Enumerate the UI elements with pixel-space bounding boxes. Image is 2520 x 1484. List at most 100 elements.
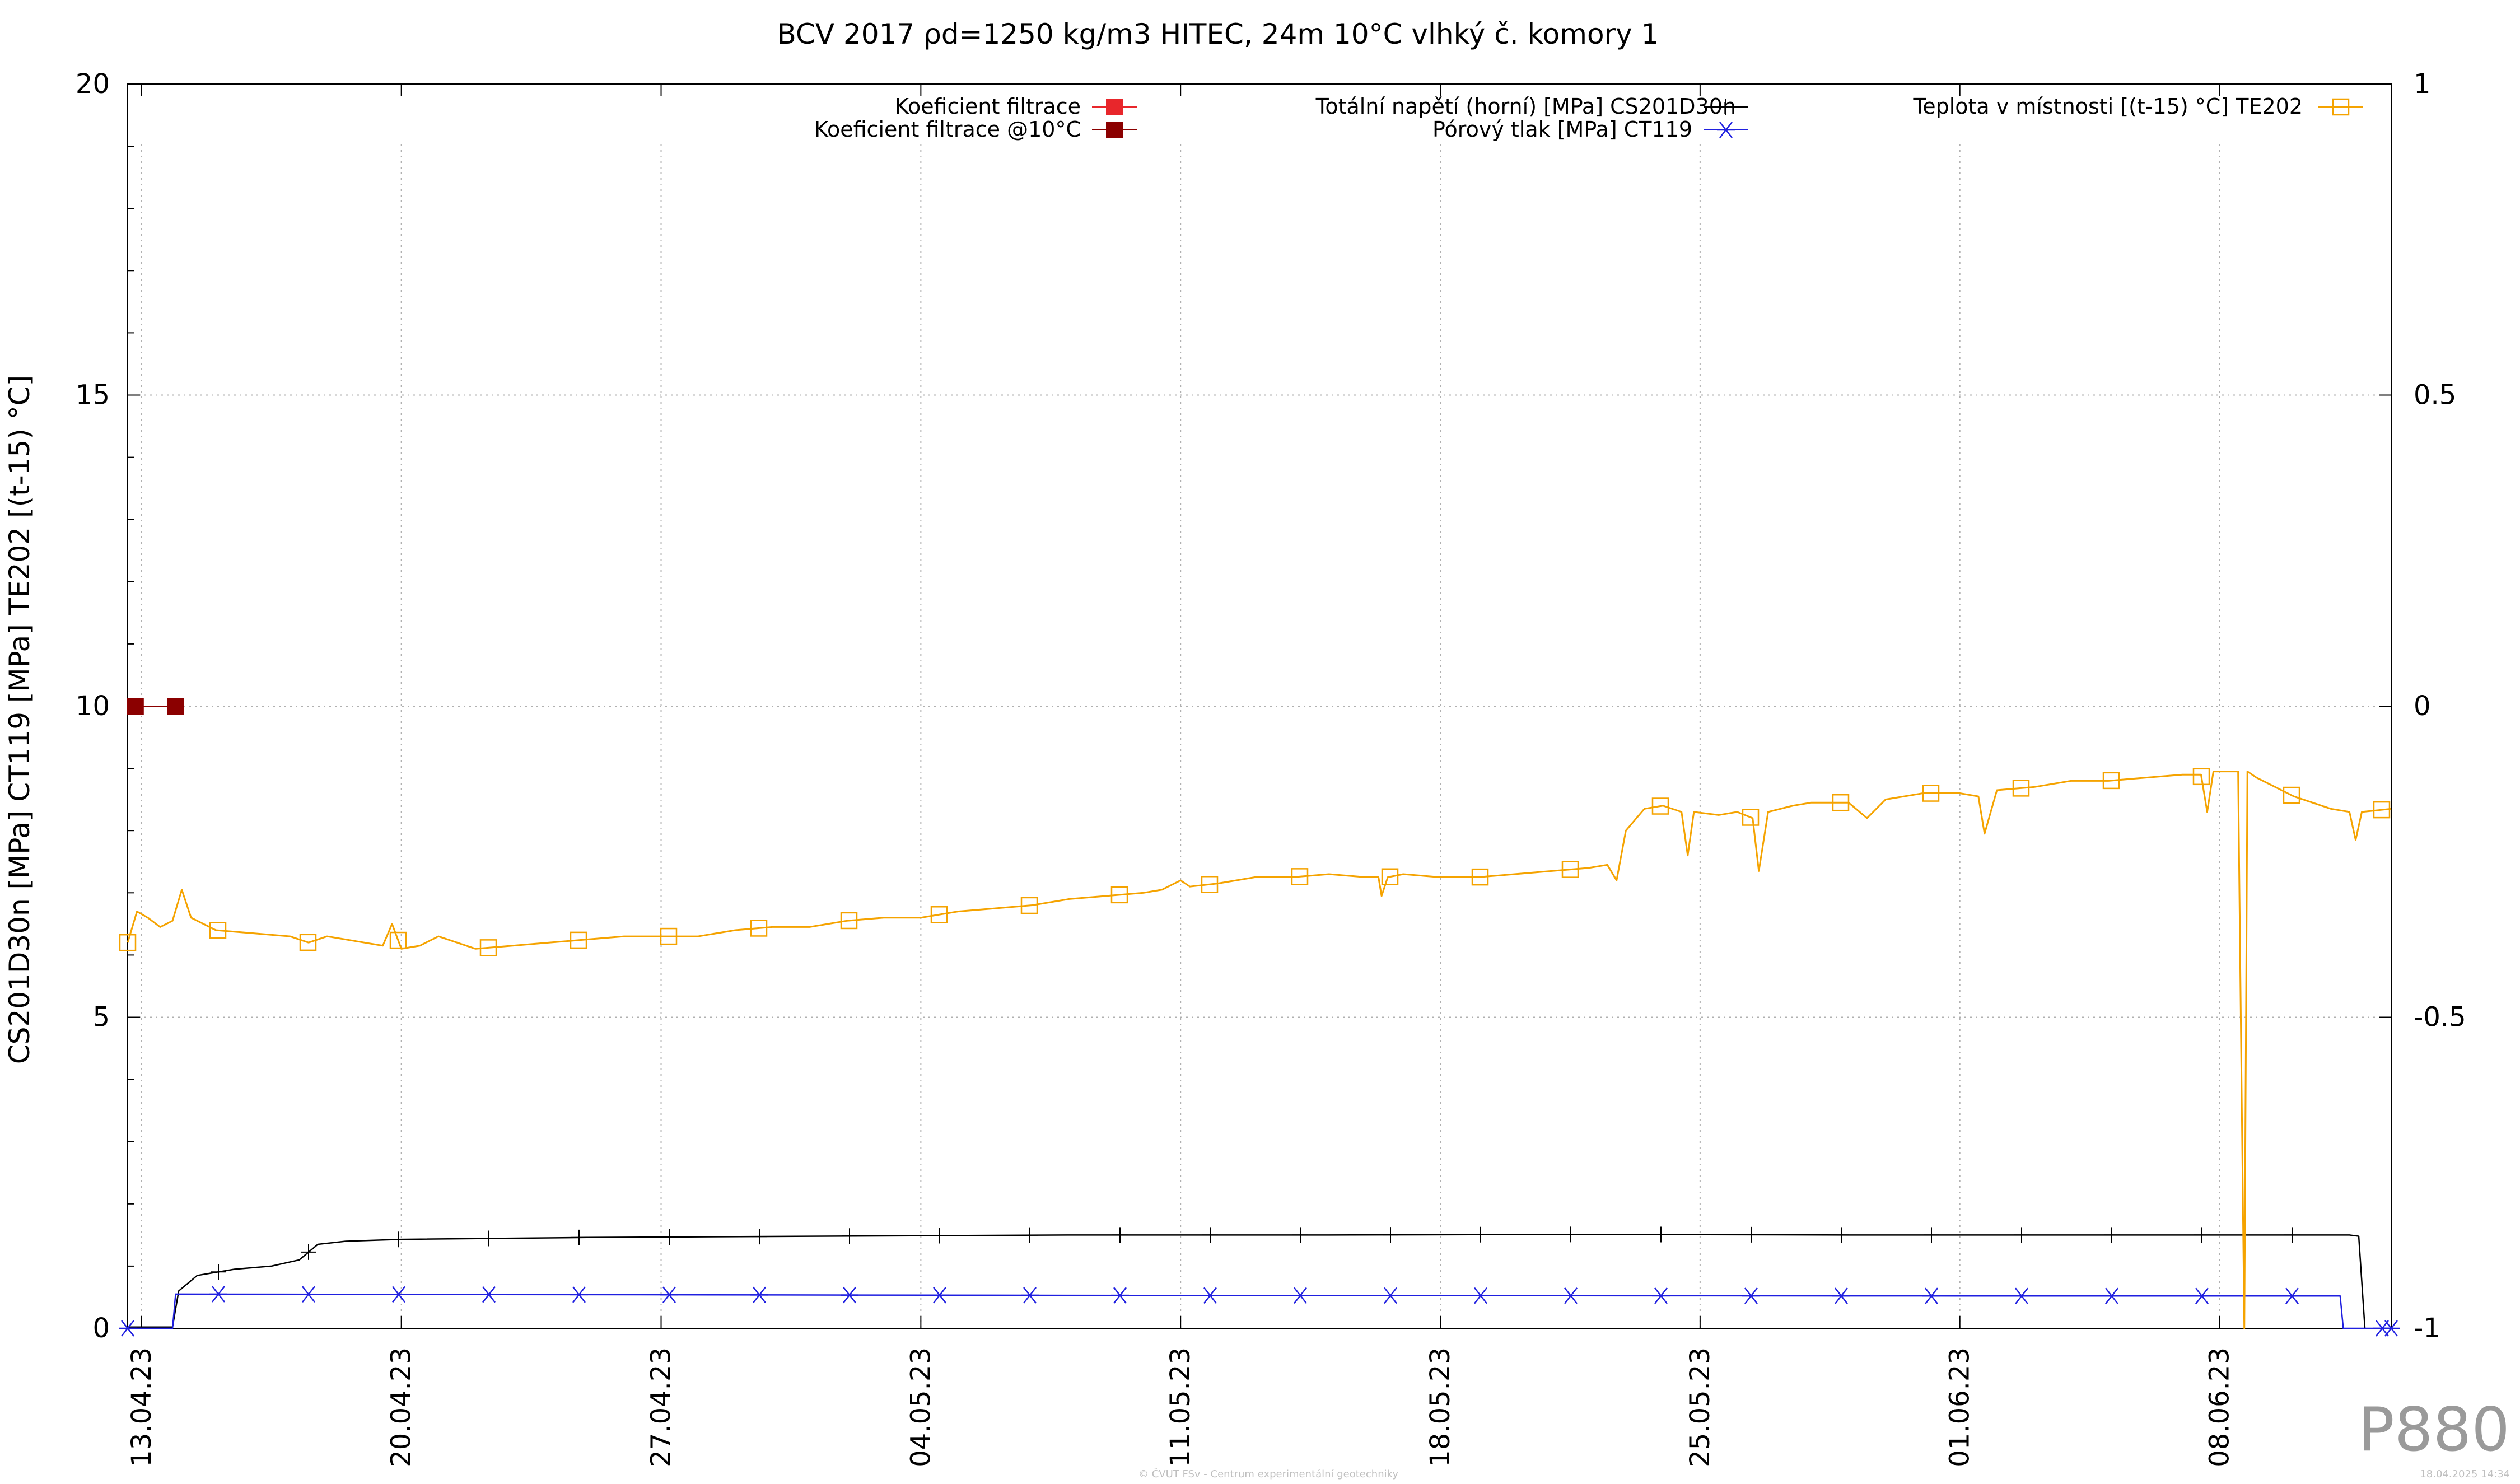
data-marker bbox=[840, 912, 858, 930]
data-marker bbox=[750, 1286, 768, 1304]
data-marker bbox=[1022, 1227, 1038, 1243]
data-marker bbox=[1291, 868, 1309, 885]
footer-copyright: © ČVUT FSv - Centrum experimentální geot… bbox=[1138, 1468, 1398, 1480]
data-marker bbox=[300, 1286, 318, 1303]
data-marker bbox=[1292, 1227, 1308, 1243]
data-marker bbox=[1742, 1287, 1760, 1304]
y-tick-label: 10 bbox=[76, 690, 110, 722]
data-marker bbox=[1383, 1227, 1398, 1243]
data-marker bbox=[389, 931, 407, 949]
y2-tick-label: 1 bbox=[2414, 68, 2431, 100]
data-marker bbox=[2382, 1320, 2400, 1337]
data-marker bbox=[301, 1244, 316, 1260]
data-marker bbox=[1832, 794, 1850, 811]
data-marker bbox=[1473, 1226, 1488, 1243]
data-marker bbox=[931, 1287, 949, 1304]
data-marker bbox=[2104, 1227, 2120, 1243]
y2-tick-label: -0.5 bbox=[2414, 1002, 2466, 1033]
data-marker bbox=[570, 931, 587, 949]
data-marker bbox=[299, 934, 317, 951]
data-point bbox=[167, 698, 184, 715]
grid bbox=[128, 144, 2391, 1328]
footer-timestamp: 18.04.2025 14:34 bbox=[2420, 1468, 2510, 1480]
data-marker bbox=[2102, 772, 2120, 790]
data-marker bbox=[390, 1286, 408, 1303]
data-marker bbox=[930, 906, 948, 923]
data-marker bbox=[1382, 1287, 1399, 1304]
data-marker bbox=[1743, 1226, 1759, 1243]
series-2 bbox=[128, 1226, 2366, 1329]
y-tick-label: 0 bbox=[92, 1313, 110, 1344]
data-marker bbox=[1020, 897, 1038, 914]
x-tick-label: 13.04.23 bbox=[126, 1347, 157, 1467]
watermark-label: P880 bbox=[2358, 1395, 2510, 1465]
data-marker bbox=[571, 1229, 587, 1245]
data-marker bbox=[570, 1286, 588, 1303]
series-layer bbox=[119, 698, 2400, 1337]
y2-tick-label: -1 bbox=[2414, 1313, 2440, 1344]
data-marker bbox=[1651, 797, 1669, 815]
data-marker bbox=[1833, 1227, 1849, 1243]
data-marker bbox=[2103, 1287, 2121, 1305]
data-marker bbox=[2192, 768, 2210, 786]
x-tick-label: 25.05.23 bbox=[1684, 1347, 1716, 1467]
data-marker bbox=[1471, 868, 1489, 886]
data-marker bbox=[1922, 1287, 1940, 1304]
y2-tick-label: 0.5 bbox=[2414, 380, 2456, 411]
data-marker bbox=[1201, 876, 1219, 893]
data-marker bbox=[209, 1286, 227, 1303]
y-tick-label: 5 bbox=[92, 1002, 110, 1033]
legend-label-3: Pórový tlak [MPa] CT119 bbox=[1432, 117, 1692, 142]
data-marker bbox=[479, 939, 497, 956]
legend-swatch-marker-4 bbox=[2332, 98, 2350, 116]
data-marker bbox=[2283, 1287, 2301, 1305]
series-4 bbox=[119, 768, 2392, 1329]
data-marker bbox=[1112, 1227, 1128, 1243]
data-marker bbox=[480, 1286, 498, 1303]
data-marker bbox=[1472, 1287, 1490, 1304]
data-marker bbox=[1563, 1226, 1579, 1243]
data-marker bbox=[1021, 1287, 1039, 1304]
y-tick-label: 15 bbox=[76, 380, 110, 411]
x-tick-label: 27.04.23 bbox=[646, 1347, 677, 1467]
series-line bbox=[128, 1233, 2366, 1329]
data-marker bbox=[1111, 1287, 1129, 1304]
legend-label-0: Koeficient filtrace bbox=[895, 94, 1081, 119]
data-marker bbox=[660, 927, 678, 945]
data-marker bbox=[209, 922, 227, 939]
data-marker bbox=[1202, 1227, 1218, 1243]
data-point bbox=[127, 698, 144, 715]
series-line bbox=[127, 771, 2392, 1329]
y2-tick-label: 0 bbox=[2414, 690, 2431, 722]
data-marker bbox=[1201, 1287, 1219, 1304]
data-marker bbox=[1742, 809, 1760, 826]
data-marker bbox=[1832, 1287, 1850, 1304]
x-tick-label: 20.04.23 bbox=[386, 1347, 417, 1467]
legend-swatch-marker-1 bbox=[1106, 122, 1123, 138]
data-marker bbox=[1922, 785, 1940, 802]
data-marker bbox=[1562, 1287, 1580, 1304]
legend-label-4: Teplota v místnosti [(t-15) °C] TE202 bbox=[1912, 94, 2303, 119]
data-marker bbox=[391, 1231, 407, 1248]
data-marker bbox=[119, 1320, 137, 1337]
series-line bbox=[128, 1293, 2391, 1329]
chart-title: BCV 2017 ρd=1250 kg/m3 HITEC, 24m 10°C v… bbox=[777, 18, 1659, 50]
series-1 bbox=[127, 698, 184, 715]
x-tick-label: 18.05.23 bbox=[1425, 1347, 1456, 1467]
data-marker bbox=[932, 1228, 948, 1244]
data-marker bbox=[752, 1229, 767, 1245]
data-marker bbox=[1561, 861, 1579, 878]
data-marker bbox=[2373, 801, 2391, 819]
data-marker bbox=[481, 1230, 497, 1247]
data-marker bbox=[2013, 1287, 2031, 1305]
data-marker bbox=[2194, 1227, 2210, 1243]
legend-swatch-marker-0 bbox=[1106, 99, 1123, 115]
legend-swatch-marker-3 bbox=[1717, 122, 1735, 138]
data-marker bbox=[2283, 786, 2300, 804]
data-marker bbox=[2012, 780, 2030, 797]
y-axis-label: CS201D30n [MPa] CT119 [MPa] TE202 [(t-15… bbox=[3, 375, 36, 1064]
data-marker bbox=[2284, 1227, 2300, 1243]
x-tick-label: 08.06.23 bbox=[2204, 1347, 2236, 1467]
data-marker bbox=[1924, 1227, 1939, 1243]
